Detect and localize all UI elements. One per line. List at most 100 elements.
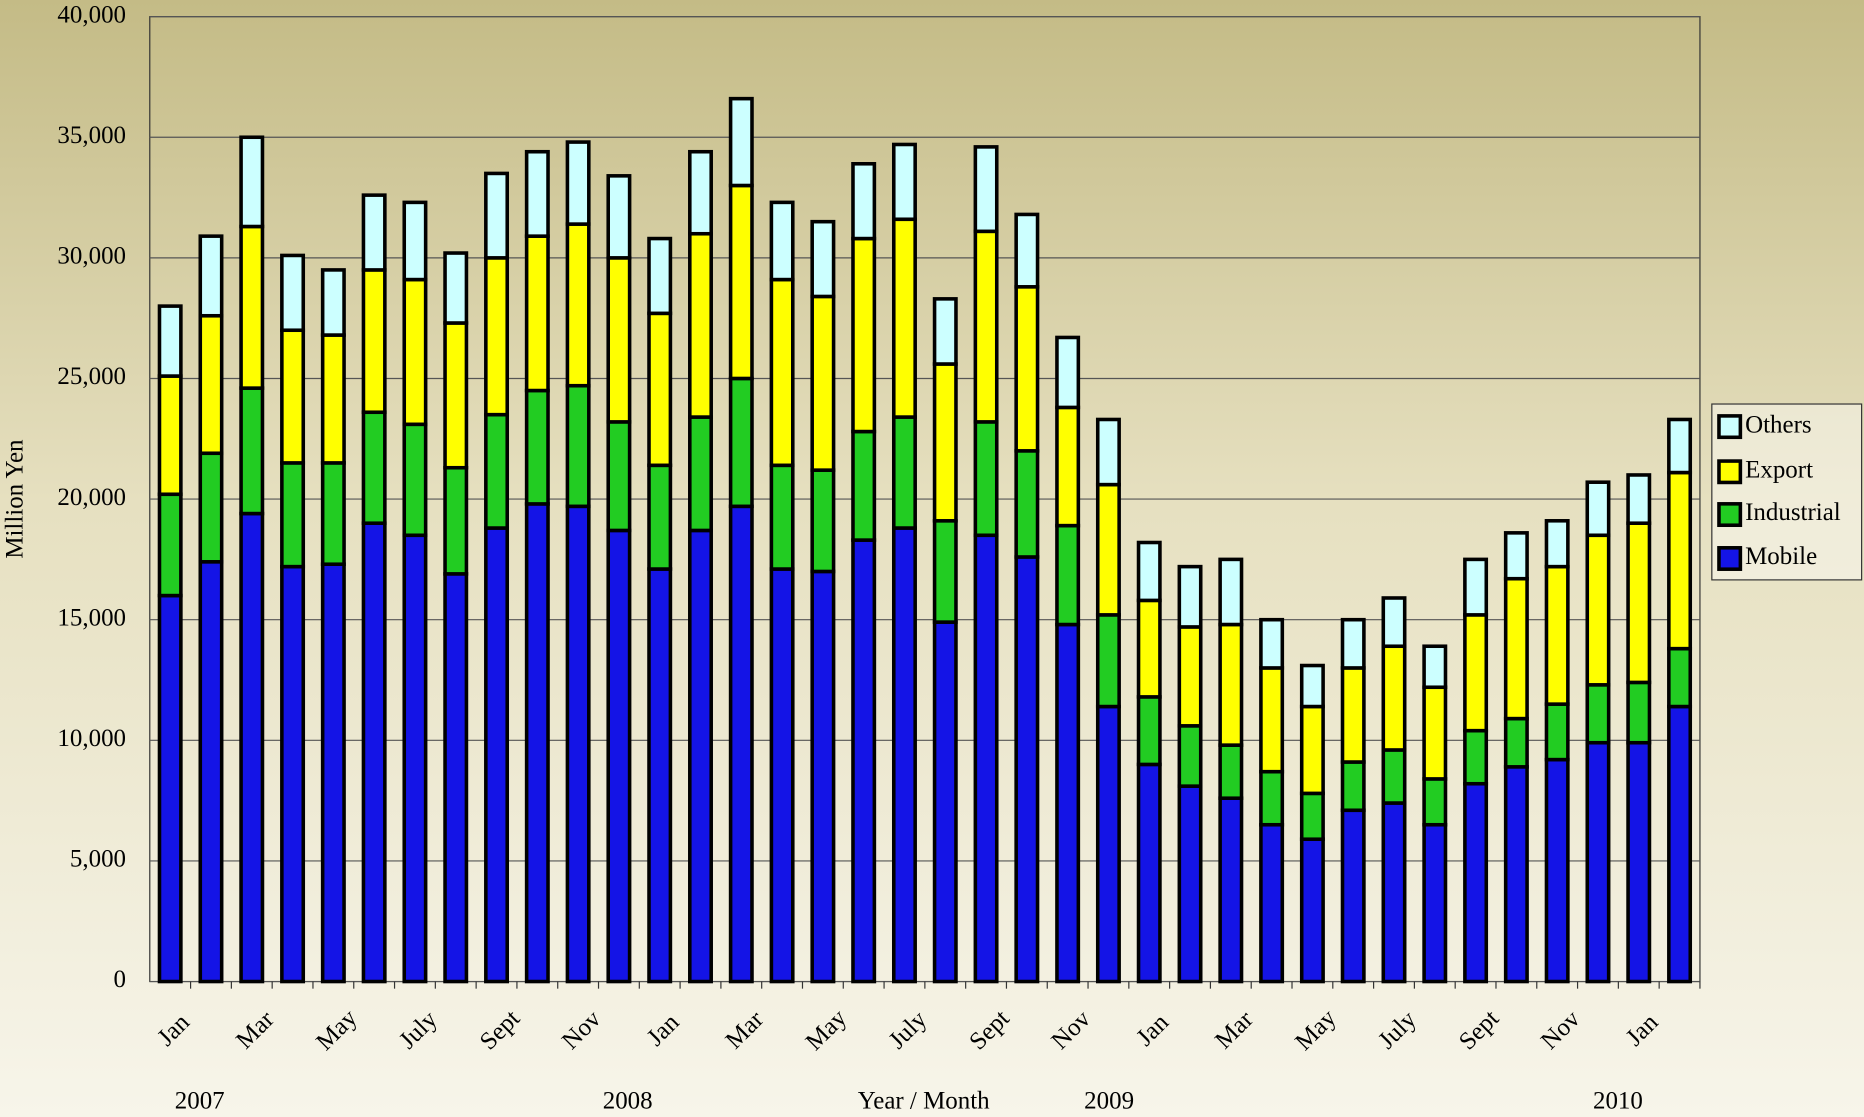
bar-segment bbox=[1546, 567, 1567, 704]
bar-segment bbox=[486, 258, 507, 415]
bar-segment bbox=[1587, 482, 1608, 535]
y-tick-label: 25,000 bbox=[57, 363, 126, 390]
bar-segment bbox=[935, 521, 956, 622]
year-label: 2008 bbox=[603, 1087, 653, 1114]
bar-segment bbox=[1546, 521, 1567, 567]
bar-segment bbox=[323, 335, 344, 463]
bar-segment bbox=[1220, 625, 1241, 746]
bar-segment bbox=[527, 504, 548, 982]
bar-segment bbox=[608, 530, 629, 981]
bar-segment bbox=[1506, 533, 1527, 579]
bar-segment bbox=[975, 422, 996, 535]
bar-segment bbox=[649, 465, 670, 569]
x-tick-label: Jan bbox=[1131, 1009, 1174, 1052]
bar-segment bbox=[731, 99, 752, 186]
bar-segment bbox=[241, 514, 262, 982]
x-tick-label: Jan bbox=[642, 1009, 685, 1052]
bar-segment bbox=[812, 222, 833, 297]
bar-segment bbox=[1424, 825, 1445, 982]
bar-segment bbox=[1098, 485, 1119, 615]
bar-segment bbox=[1098, 419, 1119, 484]
bar-segment bbox=[1179, 627, 1200, 726]
bar-segment bbox=[1343, 762, 1364, 810]
bar-segment bbox=[690, 152, 711, 234]
bar-segment bbox=[1383, 750, 1404, 803]
bar-segment bbox=[200, 236, 221, 316]
bar-segment bbox=[1139, 543, 1160, 601]
bar-segment bbox=[1261, 668, 1282, 772]
bar-segment bbox=[1506, 579, 1527, 719]
bar-segment bbox=[363, 195, 384, 270]
chart: Million Yen Year / Month 05,00010,00015,… bbox=[0, 0, 1864, 1117]
legend-swatch bbox=[1719, 416, 1740, 437]
bar-segment bbox=[1016, 451, 1037, 557]
bar-segment bbox=[1343, 620, 1364, 668]
bar-segment bbox=[159, 494, 180, 595]
bar-segment bbox=[1628, 475, 1649, 523]
bar-segment bbox=[935, 622, 956, 981]
bar-segment bbox=[200, 316, 221, 453]
bar-segment bbox=[894, 417, 915, 528]
bar-segment bbox=[282, 330, 303, 463]
bar-segment bbox=[1424, 687, 1445, 779]
year-label: 2010 bbox=[1593, 1087, 1643, 1114]
bar-segment bbox=[404, 535, 425, 981]
bar-segment bbox=[690, 417, 711, 530]
x-tick-label: Mar bbox=[721, 1005, 770, 1054]
bar-segment bbox=[731, 378, 752, 506]
bar-segment bbox=[1302, 793, 1323, 839]
bar-segment bbox=[649, 313, 670, 465]
x-tick-label: Nov bbox=[1536, 1005, 1586, 1055]
bar-segment bbox=[649, 569, 670, 981]
bar-segment bbox=[1057, 526, 1078, 625]
bar-segment bbox=[404, 424, 425, 535]
x-tick-label: Sept bbox=[1454, 1005, 1505, 1055]
legend-swatch bbox=[1719, 548, 1740, 569]
bar-segment bbox=[812, 296, 833, 470]
bar-segment bbox=[1587, 535, 1608, 685]
bar-segment bbox=[1179, 726, 1200, 786]
bar-segment bbox=[1261, 825, 1282, 982]
bar-segment bbox=[282, 463, 303, 567]
bar-segment bbox=[241, 227, 262, 389]
bar-segment bbox=[771, 465, 792, 569]
x-tick-label: Nov bbox=[557, 1005, 607, 1055]
bar-segment bbox=[363, 523, 384, 981]
legend-swatch bbox=[1719, 461, 1740, 482]
bar-segment bbox=[1220, 559, 1241, 624]
bar-segment bbox=[1057, 407, 1078, 525]
bar-segment bbox=[1465, 784, 1486, 982]
bar-segment bbox=[1179, 567, 1200, 627]
bar-segment bbox=[1016, 557, 1037, 982]
bar-segment bbox=[771, 280, 792, 466]
bar-segment bbox=[323, 270, 344, 335]
bar-segment bbox=[853, 432, 874, 541]
x-tick-label: Sept bbox=[475, 1005, 526, 1055]
bar-segment bbox=[894, 219, 915, 417]
bar-segment bbox=[486, 173, 507, 257]
bar-segment bbox=[1302, 839, 1323, 981]
x-tick-label: Mar bbox=[1210, 1005, 1259, 1054]
y-tick-label: 30,000 bbox=[57, 243, 126, 270]
bar-segment bbox=[1424, 646, 1445, 687]
bar-segment bbox=[771, 569, 792, 981]
bar-segment bbox=[445, 468, 466, 574]
y-tick-label: 5,000 bbox=[70, 846, 126, 873]
bar-segment bbox=[1302, 707, 1323, 794]
x-tick-label: Jan bbox=[1621, 1009, 1664, 1052]
year-label: 2007 bbox=[175, 1087, 225, 1114]
bar-segment bbox=[486, 415, 507, 528]
bar-segment bbox=[1669, 473, 1690, 649]
bar-segment bbox=[1343, 810, 1364, 981]
bar-segment bbox=[935, 364, 956, 521]
bar-segment bbox=[1139, 764, 1160, 981]
bar-segment bbox=[1220, 798, 1241, 981]
bar-segment bbox=[731, 185, 752, 378]
bar-segment bbox=[567, 506, 588, 981]
bar-segment bbox=[363, 412, 384, 523]
y-axis-label: Million Yen bbox=[1, 439, 28, 559]
bar-segment bbox=[200, 562, 221, 982]
bar-segment bbox=[731, 506, 752, 981]
bar-segment bbox=[1302, 666, 1323, 707]
bar-segment bbox=[527, 152, 548, 236]
